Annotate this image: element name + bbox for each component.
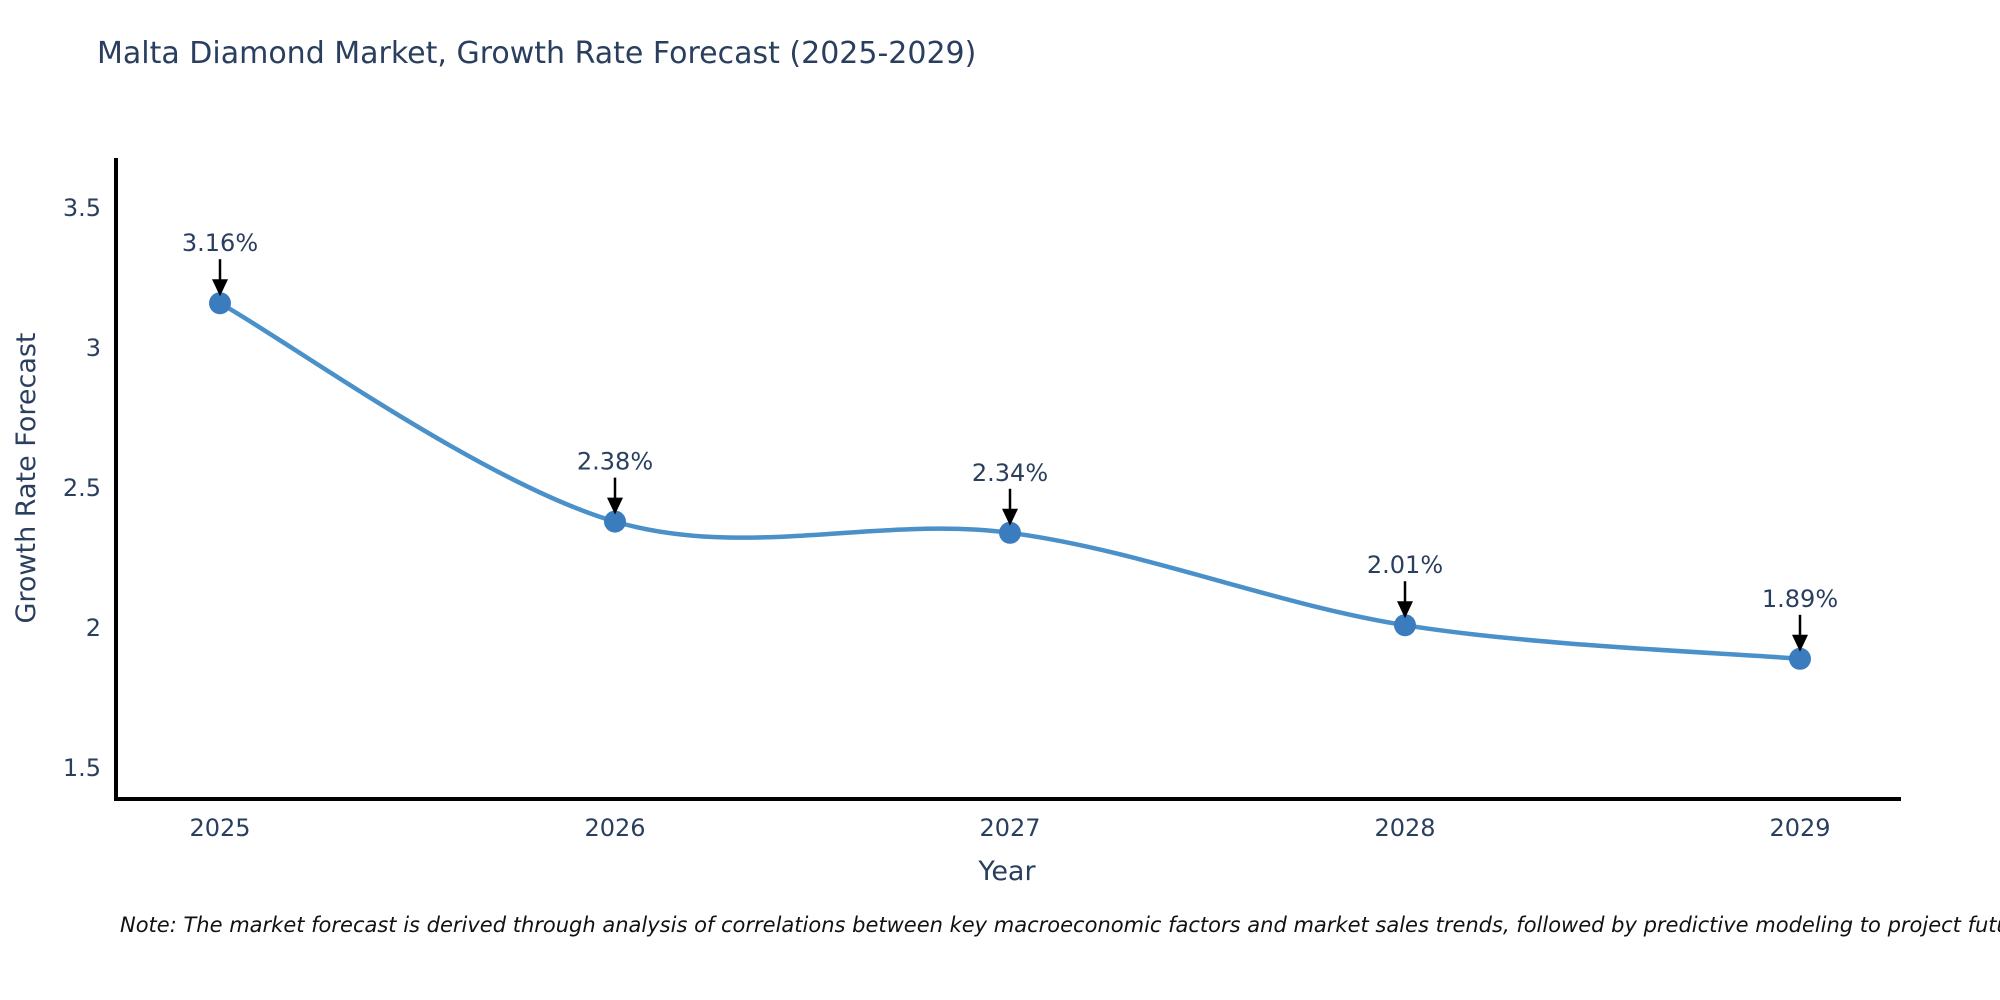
y-tick-label: 2.5 [63,474,101,502]
annotation-arrowhead [1397,601,1413,619]
annotation-arrowhead [1792,634,1808,652]
annotation-label: 2.34% [972,459,1048,487]
x-axis-title: Year [978,856,1036,887]
x-tick-label: 2028 [1374,814,1435,842]
data-point-marker [604,510,626,533]
footnote-text: Note: The market forecast is derived thr… [120,913,2000,937]
annotation-label: 1.89% [1762,585,1838,613]
annotation-label: 3.16% [182,229,258,257]
y-tick-label: 1.5 [63,754,101,782]
chart-title: Malta Diamond Market, Growth Rate Foreca… [97,36,977,71]
annotation-label: 2.01% [1367,551,1443,579]
y-tick-label: 2 [86,614,101,642]
x-tick-label: 2025 [189,814,250,842]
annotation-arrowhead [1002,508,1018,526]
annotation-label: 2.38% [577,448,653,476]
data-point-marker [1394,614,1416,637]
x-tick-label: 2026 [584,814,645,842]
annotation-arrowhead [212,279,228,297]
data-point-marker [209,292,231,315]
data-point-marker [1789,647,1811,670]
y-tick-label: 3 [86,334,101,362]
data-point-marker [999,521,1021,544]
annotation-arrowhead [607,497,623,515]
y-axis-title: Growth Rate Forecast [11,332,42,624]
y-tick-label: 3.5 [63,194,101,222]
x-tick-label: 2029 [1769,814,1830,842]
x-tick-label: 2027 [979,814,1040,842]
